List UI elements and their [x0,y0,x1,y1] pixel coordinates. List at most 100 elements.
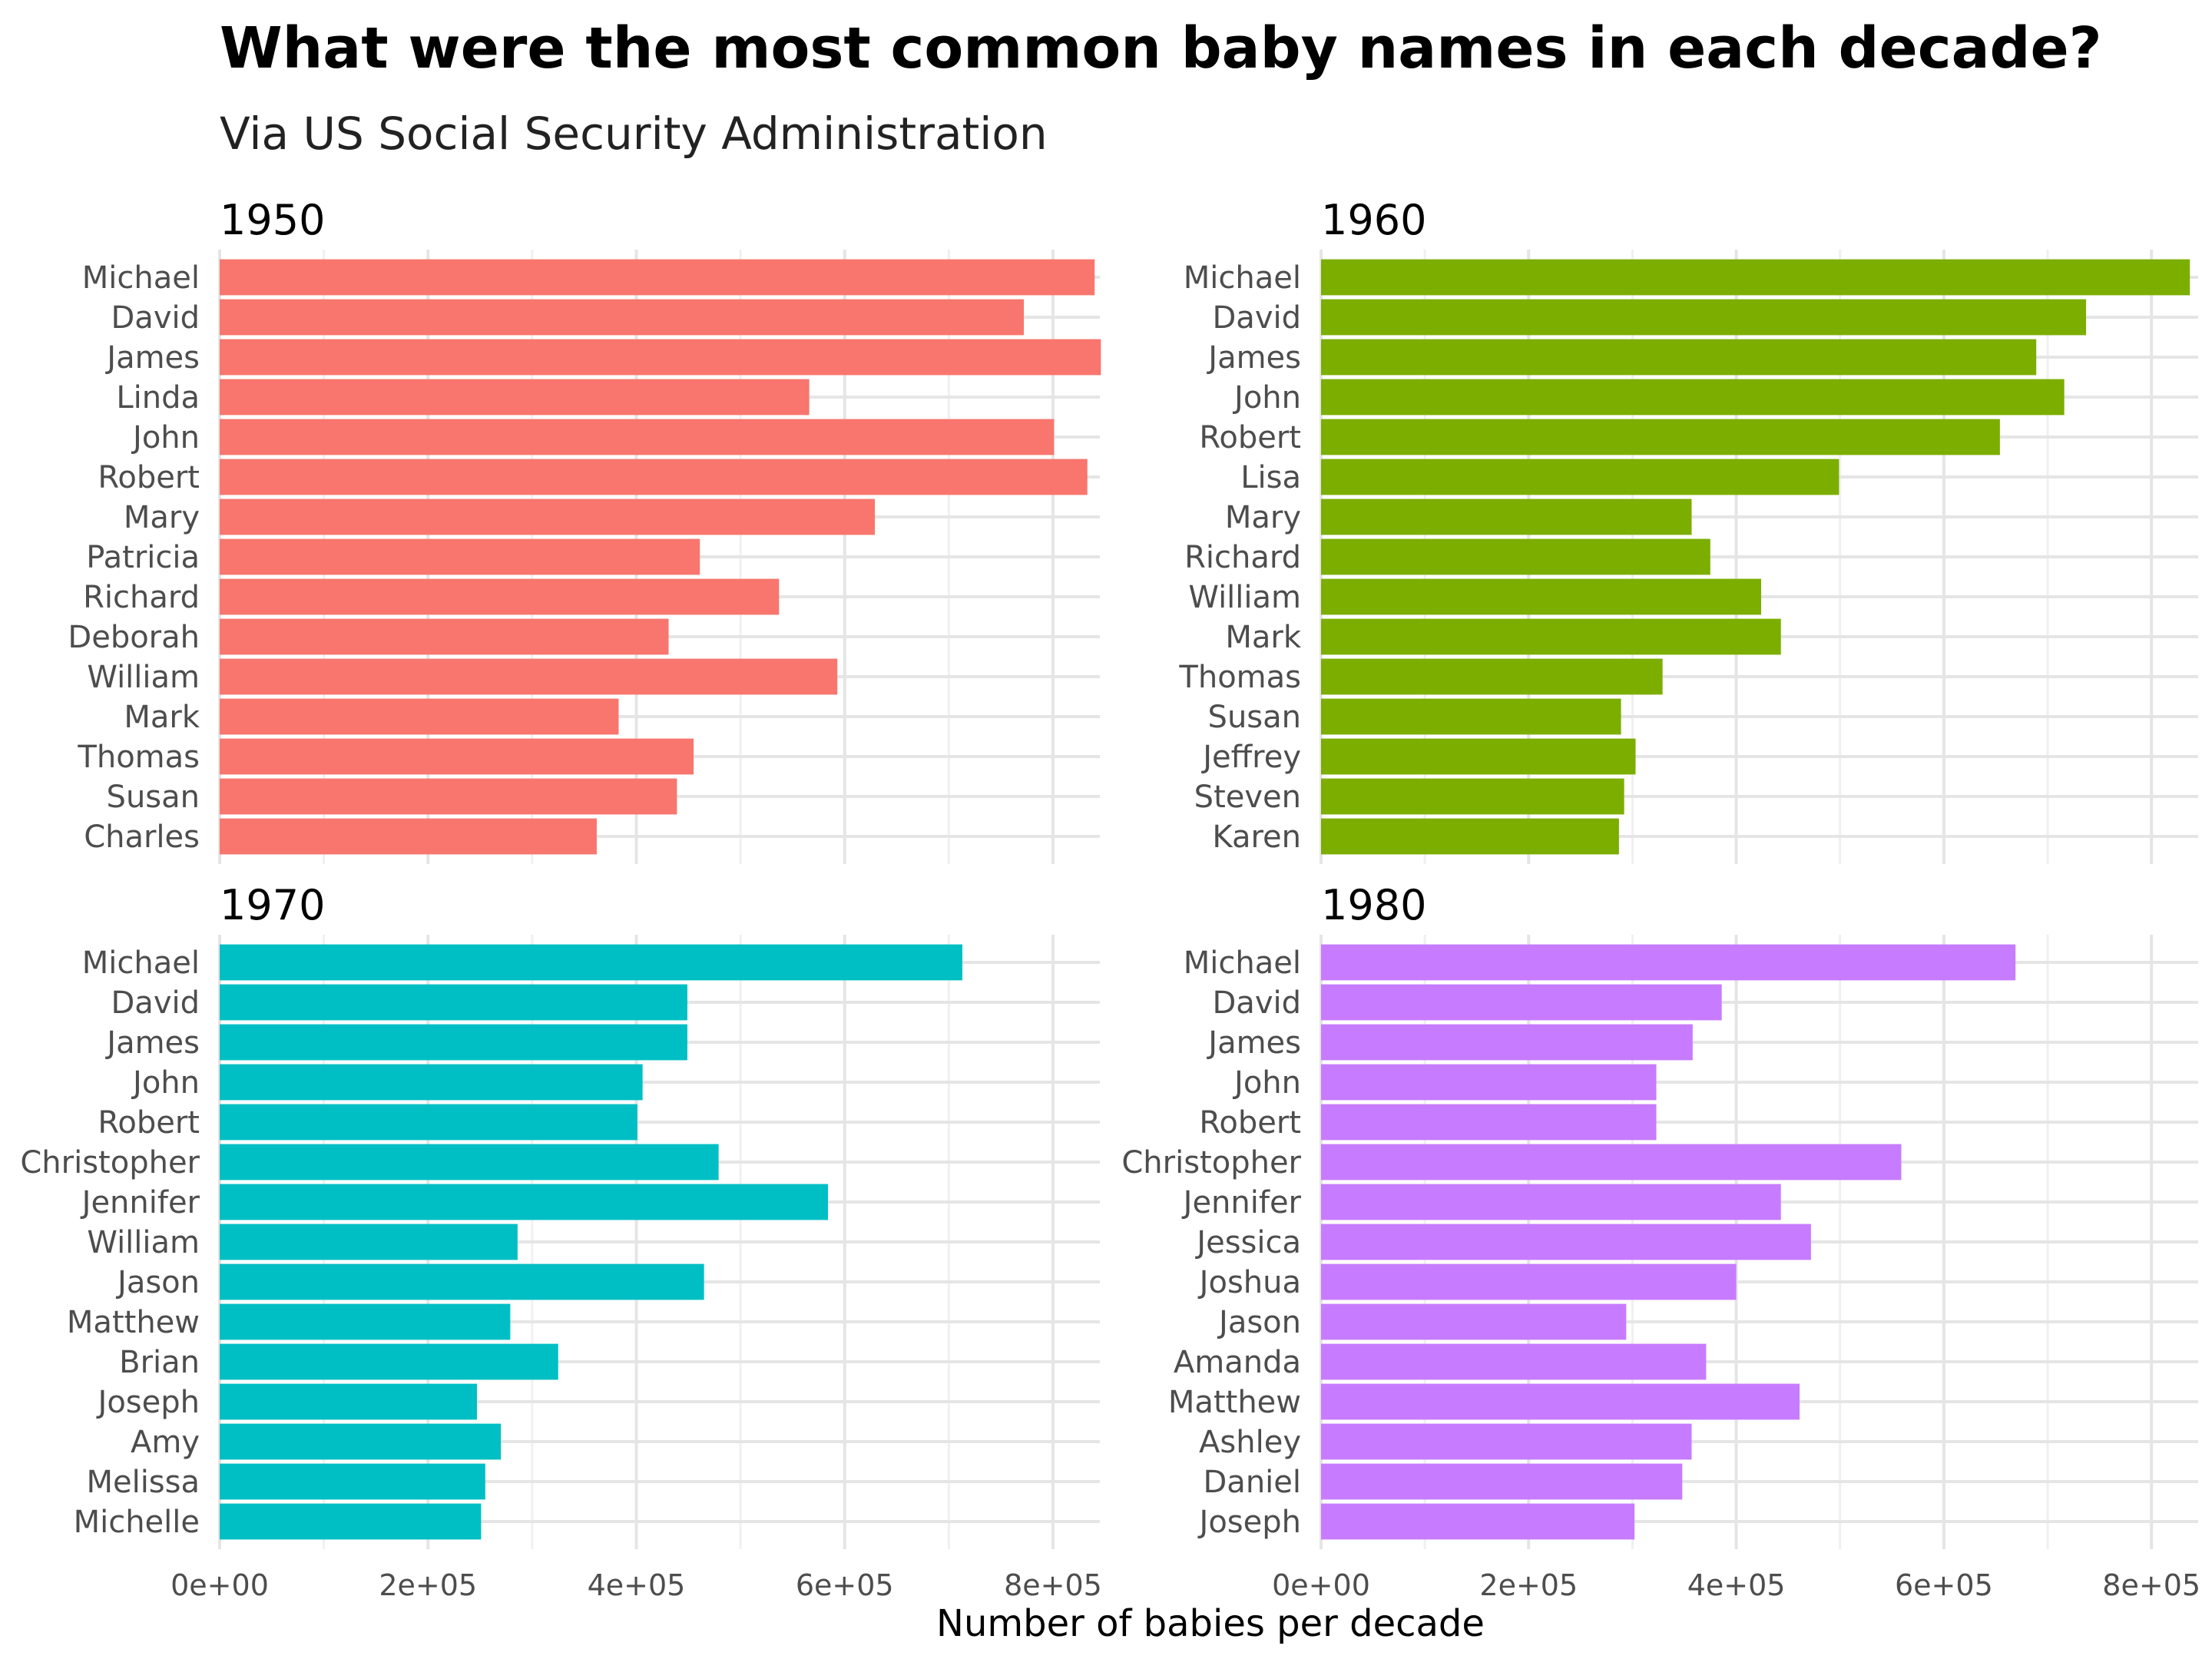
bar-mary [1321,498,1692,535]
bar-david [220,984,687,1021]
y-tick-label: Joshua [1197,1265,1301,1300]
chart-subtitle: Via US Social Security Administration [220,108,1048,160]
bar-william [1321,578,1762,615]
bar-james [1321,1024,1693,1061]
y-tick-label: Susan [1208,700,1301,735]
y-tick-label: John [1232,1065,1301,1101]
bar-william [220,658,838,695]
bar-christopher [1321,1144,1902,1181]
y-tick-label: James [1206,340,1301,376]
bar-susan [1321,698,1621,735]
y-tick-label: Mary [1225,500,1301,535]
bar-michael [220,944,962,981]
bar-jason [1321,1303,1627,1340]
bar-mark [1321,618,1781,655]
y-tick-label: Jessica [1194,1225,1301,1260]
y-tick-label: James [104,1025,200,1061]
bar-david [220,299,1024,336]
x-tick-label: 2e+05 [1479,1568,1578,1602]
y-tick-label: Mary [124,500,200,535]
y-tick-label: Susan [107,780,200,815]
bar-michael [1321,259,2190,296]
x-axis-label: Number of babies per decade [936,1602,1485,1645]
x-tick-label: 8e+05 [2102,1568,2200,1602]
bar-patricia [220,538,700,575]
y-tick-label: Daniel [1204,1465,1302,1500]
y-tick-label: Steven [1194,780,1301,815]
bar-ashley [1321,1423,1692,1460]
bar-james [1321,339,2037,376]
panel-title: 1950 [220,196,325,244]
panel-1970: 1970 Michael David James John Robert Christoph… [20,881,1101,1602]
bar-james [220,339,1101,376]
bar-christopher [220,1144,719,1181]
x-tick-label: 0e+00 [171,1568,269,1602]
y-tick-label: Ashley [1199,1425,1301,1460]
bar-jeffrey [1321,738,1636,775]
bar-mark [220,698,619,735]
y-tick-label: Brian [119,1345,200,1380]
y-tick-label: Matthew [67,1305,200,1340]
y-tick-label: Robert [1199,1105,1301,1141]
y-tick-label: Richard [1184,540,1301,575]
y-tick-label: Robert [1199,420,1301,455]
y-tick-label: Amanda [1174,1345,1301,1380]
bar-richard [1321,538,1710,575]
bar-thomas [220,738,694,775]
y-tick-label: Melissa [86,1465,200,1500]
bar-jason [220,1263,704,1300]
bar-michael [1321,944,2016,981]
bar-james [220,1024,687,1061]
y-tick-label: Michael [82,945,200,981]
bar-susan [220,778,677,815]
bar-amanda [1321,1343,1707,1380]
bar-melissa [220,1463,485,1500]
bar-robert [1321,419,2000,455]
y-tick-label: Christopher [1121,1145,1301,1181]
x-tick-label: 4e+05 [588,1568,686,1602]
x-tick-label: 6e+05 [796,1568,894,1602]
x-tick-label: 0e+00 [1272,1568,1370,1602]
y-tick-label: Deborah [68,620,200,655]
panel-1980: 1980 Michael David James John Robert Christoph… [1121,881,2200,1602]
y-tick-label: John [131,1065,200,1101]
bar-robert [1321,1104,1657,1141]
y-tick-label: Jennifer [1181,1185,1302,1220]
bar-david [1321,984,1722,1021]
bar-david [1321,299,2087,336]
y-tick-label: Richard [83,580,200,615]
y-tick-label: Michael [82,260,200,296]
panel-1960: 1960 Michael David James John Robert Lisa Mary R… [1178,196,2198,864]
bar-joseph [1321,1503,1635,1540]
y-tick-label: Robert [98,1105,200,1141]
bar-john [220,419,1055,455]
y-tick-label: David [111,300,200,336]
y-tick-label: John [131,420,200,455]
bar-amy [220,1423,502,1460]
y-tick-label: Jeffrey [1200,740,1301,775]
bar-thomas [1321,658,1663,695]
bar-jennifer [1321,1184,1781,1220]
y-tick-label: Michael [1184,945,1301,981]
x-tick-label: 6e+05 [1895,1568,1993,1602]
bar-michelle [220,1503,482,1540]
y-tick-label: William [87,660,200,695]
y-tick-label: Michelle [74,1505,200,1540]
y-tick-label: Robert [98,460,200,495]
panel-1950: 1950 Michael David James Linda John Robert Mary… [68,196,1101,864]
y-tick-label: Linda [116,380,200,416]
y-tick-label: Karen [1212,820,1301,855]
y-tick-label: Joseph [96,1385,200,1420]
bar-michael [220,259,1095,296]
y-tick-label: Amy [131,1425,200,1460]
bar-karen [1321,818,1619,855]
bar-jessica [1321,1224,1811,1260]
y-tick-label: Thomas [77,740,200,775]
y-tick-label: Michael [1184,260,1301,296]
y-tick-label: Joseph [1197,1505,1301,1540]
bar-jennifer [220,1184,829,1220]
y-tick-label: James [1206,1025,1301,1061]
bar-john [220,1064,643,1101]
y-tick-label: Mark [124,700,200,735]
